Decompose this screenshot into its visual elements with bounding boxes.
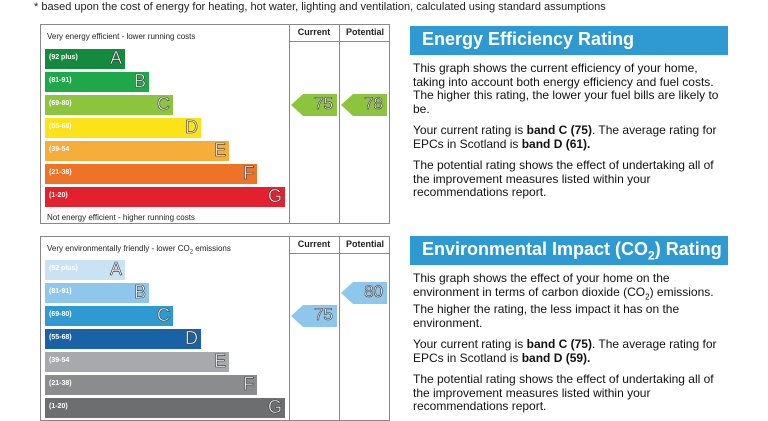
band-f: (21-38) F (45, 374, 257, 395)
current-column-title: Current (297, 27, 331, 37)
band-range-label: (81-91) (49, 77, 72, 84)
band-range-label: (21-38) (49, 169, 72, 176)
current-rating-arrow: 75 (291, 94, 337, 116)
band-d: (55-68) D (45, 328, 201, 349)
potential-rating-arrow: 80 (341, 282, 387, 304)
band-range-label: (92 plus) (49, 265, 78, 272)
band-letter: B (133, 71, 147, 92)
energy-efficiency-info: Energy Efficiency Rating This graph show… (410, 26, 728, 200)
band-letter: F (243, 374, 255, 395)
potential-rating-arrow: 78 (341, 94, 387, 116)
current-rating-value: 75 (314, 305, 334, 324)
band-range-label: (21-38) (49, 380, 72, 387)
band-range-label: (69-80) (49, 100, 72, 107)
current-rating-value: 75 (314, 94, 334, 113)
energy-description: This graph shows the current efficiency … (413, 61, 719, 116)
bottom-caption: Not energy efficient - higher running co… (47, 213, 195, 222)
band-range-label: (69-80) (49, 311, 72, 318)
band-letter: G (267, 186, 283, 207)
band-range-label: (55-68) (49, 123, 72, 130)
environmental-impact-chart: Current Potential Very environmentally f… (40, 236, 390, 421)
band-range-label: (39-54 (49, 357, 70, 364)
band-range-label: (1-20) (49, 403, 68, 410)
band-letter: F (243, 163, 255, 184)
band-c: (69-80) C (45, 305, 173, 326)
band-letter: C (157, 305, 171, 326)
energy-efficiency-chart: Current Potential Very energy efficient … (40, 24, 390, 224)
band-b: (81-91) B (45, 282, 149, 303)
footnote: * based upon the cost of energy for heat… (34, 1, 606, 13)
band-d: (55-68) D (45, 117, 201, 138)
energy-current-rating-text: Your current rating is band C (75). The … (413, 123, 717, 151)
band-range-label: (39-54 (49, 146, 70, 153)
potential-column-title: Potential (345, 27, 384, 37)
environment-potential-text: The potential rating shows the effect of… (413, 372, 714, 414)
band-letter: B (133, 282, 147, 303)
band-g: (1-20) G (45, 397, 285, 418)
band-a: (92 plus) A (45, 259, 125, 280)
environmental-impact-title: Environmental Impact (CO2) Rating (410, 236, 728, 265)
environmental-impact-info: Environmental Impact (CO2) Rating This g… (410, 236, 728, 414)
top-caption: Very energy efficient - lower running co… (47, 32, 196, 41)
band-b: (81-91) B (45, 71, 149, 92)
band-a: (92 plus) A (45, 48, 125, 69)
potential-column-title: Potential (345, 239, 384, 249)
band-letter: A (109, 259, 123, 280)
band-c: (69-80) C (45, 94, 173, 115)
energy-efficiency-title: Energy Efficiency Rating (410, 26, 728, 55)
band-range-label: (55-68) (49, 334, 72, 341)
band-e: (39-54 E (45, 140, 229, 161)
band-g: (1-20) G (45, 186, 285, 207)
band-range-label: (1-20) (49, 192, 68, 199)
current-column-title: Current (297, 239, 331, 249)
top-caption: Very environmentally friendly - lower CO… (47, 244, 231, 256)
potential-rating-value: 78 (364, 94, 384, 113)
potential-rating-value: 80 (364, 282, 384, 301)
band-letter: A (109, 48, 123, 69)
band-letter: D (185, 117, 199, 138)
environment-current-rating-text: Your current rating is band C (75). The … (413, 337, 717, 365)
band-range-label: (92 plus) (49, 54, 78, 61)
band-letter: G (267, 397, 283, 418)
band-letter: E (213, 351, 227, 372)
band-f: (21-38) F (45, 163, 257, 184)
band-letter: D (185, 328, 199, 349)
environment-description: This graph shows the effect of your home… (413, 271, 714, 330)
current-rating-arrow: 75 (291, 305, 337, 327)
band-letter: C (157, 94, 171, 115)
energy-potential-text: The potential rating shows the effect of… (413, 158, 714, 199)
band-range-label: (81-91) (49, 288, 72, 295)
band-e: (39-54 E (45, 351, 229, 372)
band-letter: E (213, 140, 227, 161)
